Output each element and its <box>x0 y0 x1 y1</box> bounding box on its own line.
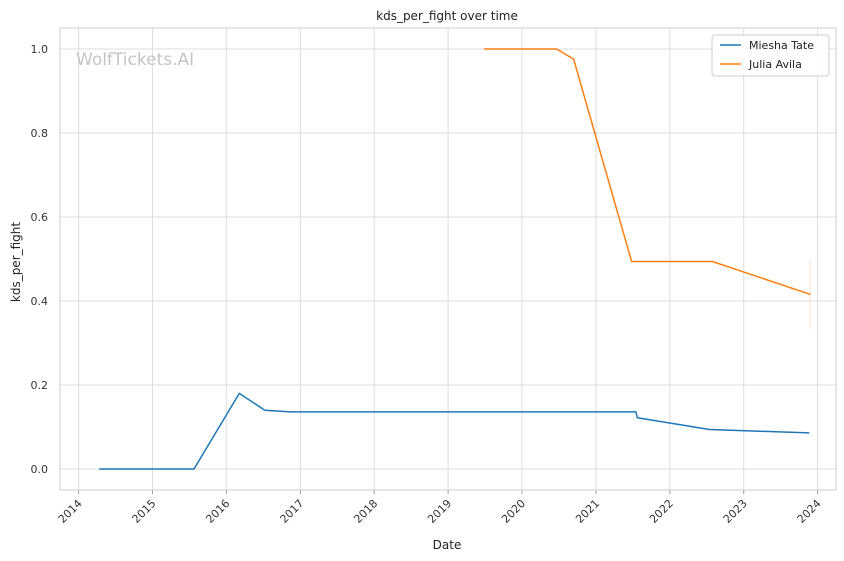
y-tick-label: 0.6 <box>31 211 49 224</box>
x-tick-label: 2014 <box>56 497 85 526</box>
chart-title: kds_per_fight over time <box>376 9 518 23</box>
y-tick-label: 0.4 <box>31 295 49 308</box>
x-tick-label: 2023 <box>721 497 750 526</box>
x-tick-label: 2016 <box>203 497 232 526</box>
x-tick-label: 2018 <box>351 497 380 526</box>
x-tick-label: 2020 <box>499 497 528 526</box>
legend: Miesha Tate Julia Avila <box>711 34 830 77</box>
y-axis-label: kds_per_fight <box>9 222 23 303</box>
y-tick-label: 1.0 <box>31 43 49 56</box>
x-tick-label: 2019 <box>425 497 454 526</box>
legend-label: Miesha Tate <box>749 39 814 52</box>
y-tick-label: 0.8 <box>31 127 49 140</box>
x-tick-label: 2017 <box>278 497 307 526</box>
x-tick-label: 2015 <box>130 497 159 526</box>
series-line-miesha-tate <box>98 392 810 470</box>
series-line-julia-avila <box>483 48 811 296</box>
x-tick-label: 2022 <box>647 497 676 526</box>
y-tick-label: 0.0 <box>31 463 49 476</box>
y-tick-label: 0.2 <box>31 379 49 392</box>
x-axis-label: Date <box>433 538 462 552</box>
legend-box <box>711 34 830 77</box>
legend-label: Julia Avila <box>748 58 802 71</box>
axis-ticks: 2014 2015 2016 2017 2018 2019 2020 2021 2022 2023… <box>31 43 824 526</box>
grid <box>60 28 836 490</box>
watermark: WolfTickets.AI <box>76 50 194 70</box>
plot-frame <box>59 27 837 491</box>
x-tick-label: 2021 <box>573 497 602 526</box>
series-lines <box>98 48 811 470</box>
x-tick-label: 2024 <box>795 497 824 526</box>
